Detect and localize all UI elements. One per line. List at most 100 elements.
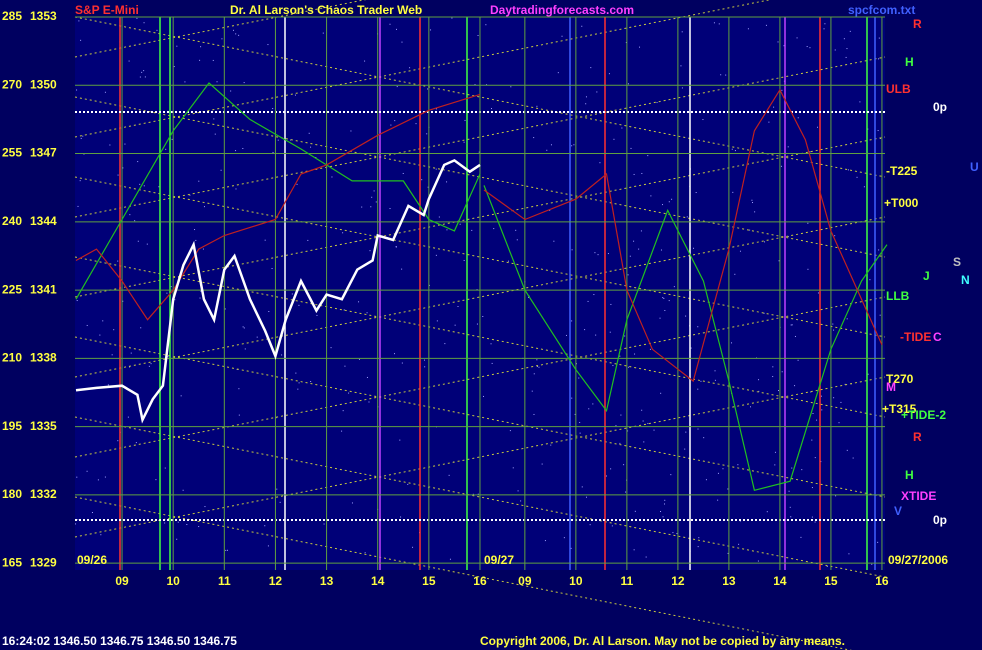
star	[587, 300, 589, 302]
level-label: V	[894, 504, 902, 518]
star	[734, 150, 736, 152]
star	[100, 534, 102, 536]
star	[625, 491, 627, 493]
star	[342, 232, 344, 234]
star	[717, 472, 719, 474]
star	[852, 457, 854, 459]
star	[472, 493, 474, 495]
star	[344, 365, 346, 367]
star	[104, 91, 106, 93]
star	[409, 67, 411, 69]
level-label: +T000	[884, 196, 919, 210]
star	[766, 511, 768, 513]
star	[155, 479, 157, 481]
star	[130, 352, 132, 354]
star	[77, 205, 79, 207]
star	[435, 168, 437, 170]
star	[749, 229, 751, 231]
star	[571, 145, 573, 147]
x-tick-label: 14	[371, 574, 385, 588]
level-label: M	[886, 380, 896, 394]
star	[517, 490, 519, 492]
y-tick-label: 1347	[30, 146, 57, 160]
star	[464, 119, 466, 121]
star	[446, 229, 448, 231]
star	[797, 117, 799, 119]
star	[358, 301, 360, 303]
star	[111, 354, 113, 356]
star	[647, 155, 649, 157]
star	[739, 250, 741, 252]
star	[527, 296, 529, 298]
star	[794, 385, 796, 387]
star	[732, 191, 734, 193]
star	[507, 260, 509, 262]
star	[544, 540, 546, 542]
star	[536, 365, 538, 367]
star	[668, 300, 670, 302]
star	[512, 467, 514, 469]
star	[693, 247, 695, 249]
star	[482, 395, 484, 397]
star	[777, 390, 779, 392]
y-tick-label: 1338	[30, 351, 57, 365]
star	[76, 300, 78, 302]
star	[322, 32, 324, 34]
star	[182, 489, 184, 491]
star	[612, 365, 614, 367]
star	[801, 469, 803, 471]
star	[227, 549, 229, 551]
y2-tick-label: 240	[2, 214, 22, 228]
star	[156, 29, 158, 31]
star	[137, 240, 139, 242]
star	[816, 419, 818, 421]
star	[575, 363, 577, 365]
star	[750, 406, 752, 408]
star	[812, 412, 814, 414]
star	[781, 371, 783, 373]
star	[509, 430, 511, 432]
star	[308, 132, 310, 134]
star	[624, 335, 626, 337]
star	[838, 422, 840, 424]
star	[814, 457, 816, 459]
star	[833, 329, 835, 331]
star	[350, 130, 352, 132]
star	[597, 254, 599, 256]
star	[238, 414, 240, 416]
star	[817, 292, 819, 294]
x-tick-label: 09	[518, 574, 532, 588]
star	[840, 401, 842, 403]
y2-tick-label: 285	[2, 9, 22, 23]
star	[662, 204, 664, 206]
star	[531, 390, 533, 392]
star	[485, 24, 487, 26]
x-tick-label: 16	[875, 574, 889, 588]
star	[557, 72, 559, 74]
star	[148, 365, 150, 367]
star	[194, 229, 196, 231]
star	[129, 366, 131, 368]
star	[134, 220, 136, 222]
star	[225, 549, 227, 551]
date-label: 09/27	[484, 553, 514, 567]
star	[727, 488, 729, 490]
star	[477, 493, 479, 495]
level-label: -TIDE	[900, 330, 931, 344]
star	[136, 17, 138, 19]
star	[361, 206, 363, 208]
star	[714, 379, 716, 381]
star	[594, 252, 596, 254]
decoration	[74, 0, 886, 650]
level-label: 0p	[933, 513, 947, 527]
star	[720, 74, 722, 76]
star	[76, 476, 78, 478]
star	[435, 108, 437, 110]
star	[811, 487, 813, 489]
star	[847, 169, 849, 171]
star	[585, 496, 587, 498]
star	[581, 486, 583, 488]
star	[135, 442, 137, 444]
level-label: U	[970, 160, 979, 174]
star	[615, 425, 617, 427]
